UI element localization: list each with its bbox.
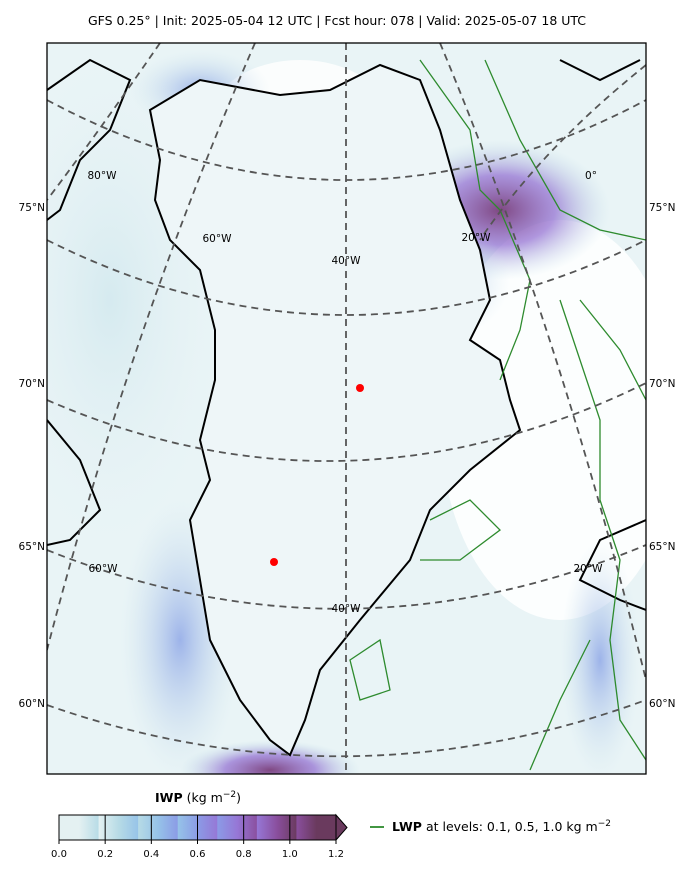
legend-name: LWP: [392, 819, 422, 834]
legend-text: at levels: 0.1, 0.5, 1.0 kg m: [426, 819, 598, 834]
lon-label: 0°: [585, 170, 597, 182]
colorbar-segment: [256, 815, 297, 840]
lon-label: 20°W: [574, 563, 604, 575]
lon-label: 40°W: [332, 603, 362, 615]
iwp-field: [560, 540, 640, 774]
lon-label: 40°W: [332, 255, 362, 267]
lat-label: 65°N: [19, 541, 45, 553]
lwp-contour: [349, 59, 646, 771]
colorbar-tick-label: 0.2: [97, 849, 113, 860]
colorbar-tick-label: 0.4: [143, 849, 159, 860]
lat-labels: 75°N 70°N 65°N 60°N 75°N 70°N 65°N 60°N: [19, 202, 676, 710]
colorbar-unit-exp: −2: [223, 790, 236, 800]
colorbar-segment: [296, 815, 337, 840]
colorbar-segment: [217, 815, 258, 840]
colorbar-unit-end: ): [236, 790, 241, 805]
colorbar-segment: [98, 815, 139, 840]
map-frame: [46, 42, 647, 775]
colorbar: 0.0 0.2 0.4 0.6 0.8 1.0 1.2: [51, 813, 348, 860]
legend: LWP at levels: 0.1, 0.5, 1.0 kg m−2: [370, 819, 611, 834]
colorbar-label: IWP (kg m−2): [155, 790, 241, 805]
lat-label: 60°N: [649, 698, 675, 710]
colorbar-segment: [59, 815, 100, 840]
legend-label: LWP at levels: 0.1, 0.5, 1.0 kg m−2: [392, 819, 611, 834]
lat-label: 60°N: [19, 698, 45, 710]
lat-label: 70°N: [19, 378, 45, 390]
colorbar-tick-label: 0.8: [236, 849, 252, 860]
inline-labels: 80°W 0° 60°W 20°W 40°W 60°W 20°W 40°W: [88, 170, 604, 615]
coast: [47, 419, 102, 546]
colorbar-segment: [138, 815, 179, 840]
legend-exp: −2: [598, 819, 611, 829]
colorbar-extend: [335, 813, 348, 842]
lat-label: 65°N: [649, 541, 675, 553]
lon-label: 80°W: [88, 170, 118, 182]
colorbar-tick-label: 0.6: [190, 849, 206, 860]
title: GFS 0.25° | Init: 2025-05-04 12 UTC | Fc…: [88, 13, 586, 28]
coast: [47, 58, 132, 221]
lon-label: 60°W: [89, 563, 119, 575]
lat-label: 70°N: [649, 378, 675, 390]
marker: [356, 384, 364, 392]
lat-label: 75°N: [19, 202, 45, 214]
coast: [559, 59, 646, 611]
colorbar-tick-label: 0.0: [51, 849, 67, 860]
graticule: [47, 43, 646, 774]
colorbar-tick-label: 1.0: [282, 849, 298, 860]
greenland-coast: [148, 63, 522, 757]
lat-label: 75°N: [649, 202, 675, 214]
colorbar-unit: (kg m: [187, 790, 223, 805]
colorbar-name: IWP: [155, 790, 183, 805]
marker: [270, 558, 278, 566]
colorbar-tick-label: 1.2: [328, 849, 344, 860]
map: 80°W 0° 60°W 20°W 40°W 60°W 20°W 40°W: [47, 43, 646, 774]
lon-label: 60°W: [203, 233, 233, 245]
lon-label: 20°W: [462, 232, 492, 244]
